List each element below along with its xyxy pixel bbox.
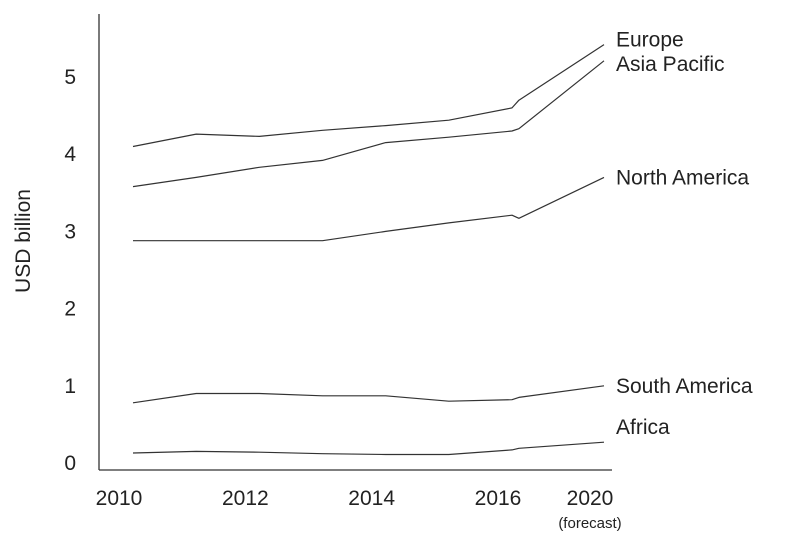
series-label-africa: Africa: [616, 416, 670, 439]
y-tick-label: 5: [64, 66, 76, 89]
y-tick-label: 1: [64, 375, 76, 398]
y-tick-label: 3: [64, 220, 76, 243]
x-tick-sublabel: (forecast): [558, 515, 621, 532]
series-line-africa: [132, 441, 605, 456]
series-line-europe: [132, 44, 605, 148]
x-tick-labels: 2010 2012 2014 2016 2020 (forecast): [96, 487, 622, 532]
series-line-asia-pacific: [132, 60, 605, 188]
y-tick-label: 4: [64, 143, 76, 166]
series-lines: [132, 44, 605, 456]
x-tick-label: 2014: [348, 487, 395, 510]
x-tick-label: 2012: [222, 487, 269, 510]
y-tick-label: 0: [64, 452, 76, 475]
y-tick-label: 2: [64, 298, 76, 321]
y-axis-title: USD billion: [12, 189, 35, 293]
y-tick-labels: 0 1 2 3 4 5: [64, 66, 76, 475]
series-line-south-america: [132, 385, 605, 404]
series-label-north-america: North America: [616, 166, 749, 189]
series-label-asia-pacific: Asia Pacific: [616, 53, 725, 76]
x-tick-label: 2010: [96, 487, 143, 510]
x-tick-label: 2016: [475, 487, 522, 510]
series-label-europe: Europe: [616, 29, 684, 52]
series-label-south-america: South America: [616, 375, 753, 398]
series-line-north-america: [133, 176, 605, 242]
x-tick-label: 2020: [567, 487, 614, 510]
